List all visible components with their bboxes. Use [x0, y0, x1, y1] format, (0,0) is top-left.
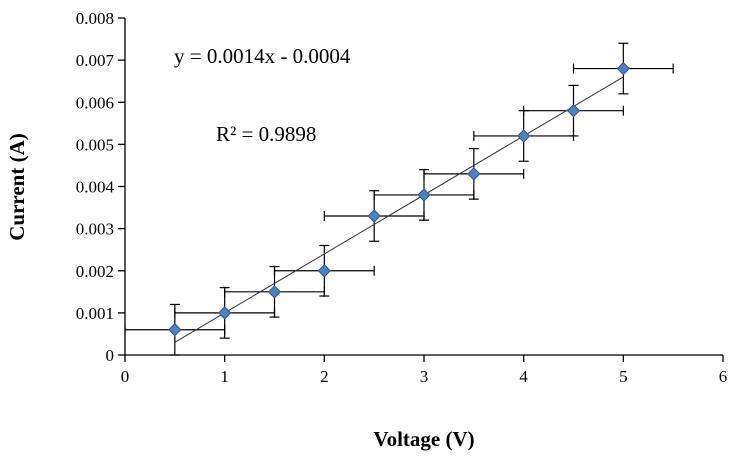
plot-area: 0 1 2 3 4 5 6 0 0.001 0.002 0.003 0.004 0.005 0.006 0.…	[76, 9, 728, 386]
y-tick-label: 0.006	[76, 93, 114, 112]
data-point-marker	[168, 323, 182, 337]
x-tick-label: 2	[320, 367, 329, 386]
y-tick-label: 0.004	[76, 178, 115, 197]
r-squared-label: R² = 0.9898	[216, 122, 316, 146]
data-point-marker	[417, 188, 431, 202]
y-tick-label: 0.003	[76, 220, 114, 239]
x-tick-label: 0	[121, 367, 130, 386]
trendline-equation-label: y = 0.0014x - 0.0004	[174, 44, 351, 68]
x-tick-label: 6	[719, 367, 728, 386]
data-point-marker	[516, 129, 531, 143]
y-tick-label: 0.008	[76, 9, 114, 28]
y-tick-label: 0.005	[76, 135, 114, 154]
data-point-marker	[317, 264, 332, 278]
data-point-marker	[367, 209, 381, 223]
y-tick-label: 0.002	[76, 262, 114, 281]
y-tick-label: 0.007	[76, 51, 115, 70]
data-point-marker	[217, 306, 232, 320]
data-point-marker	[467, 167, 481, 181]
trendline	[174, 76, 624, 343]
x-tick-label: 4	[519, 367, 528, 386]
data-point-marker	[267, 285, 282, 299]
x-tick-label: 3	[420, 367, 429, 386]
y-tick-label: 0	[106, 346, 115, 365]
x-axis-title: Voltage (V)	[373, 427, 474, 451]
y-tick-label: 0.001	[76, 304, 114, 323]
x-tick-label: 1	[220, 367, 229, 386]
y-axis-title: Current (A)	[5, 133, 29, 241]
x-tick-label: 5	[619, 367, 628, 386]
data-point-marker	[566, 103, 581, 118]
data-point-marker	[616, 61, 631, 76]
